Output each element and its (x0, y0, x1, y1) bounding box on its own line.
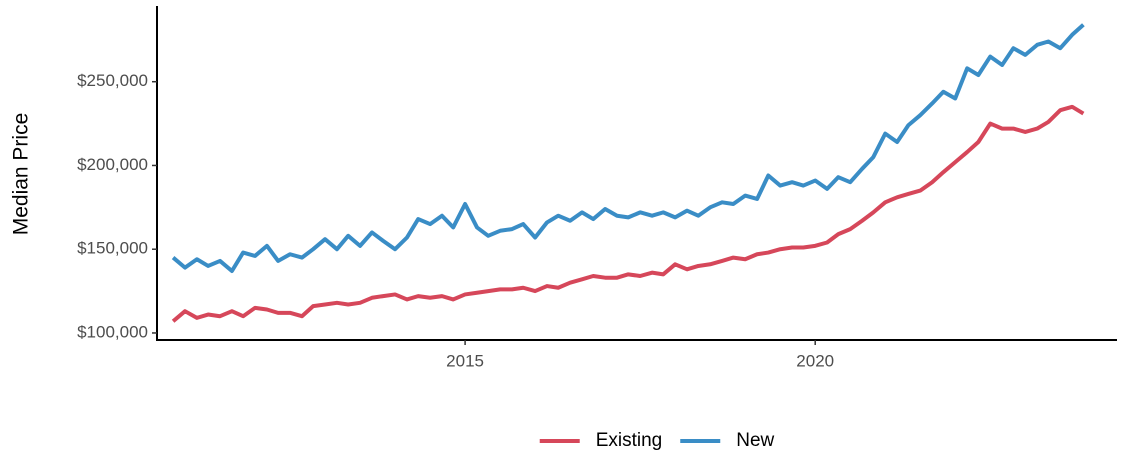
x-tick-label: 2015 (446, 351, 484, 370)
y-tick-label: $100,000 (77, 322, 148, 341)
y-tick-label: $150,000 (77, 239, 148, 258)
y-axis-title: Median Price (10, 113, 33, 236)
series-line (171, 104, 1085, 323)
y-tick-label: $250,000 (77, 71, 148, 90)
legend-label: New (736, 430, 774, 451)
x-tick-label: 2020 (796, 351, 834, 370)
legend-label: Existing (596, 430, 663, 451)
y-tick-label: $200,000 (77, 155, 148, 174)
series-line (171, 23, 1085, 273)
